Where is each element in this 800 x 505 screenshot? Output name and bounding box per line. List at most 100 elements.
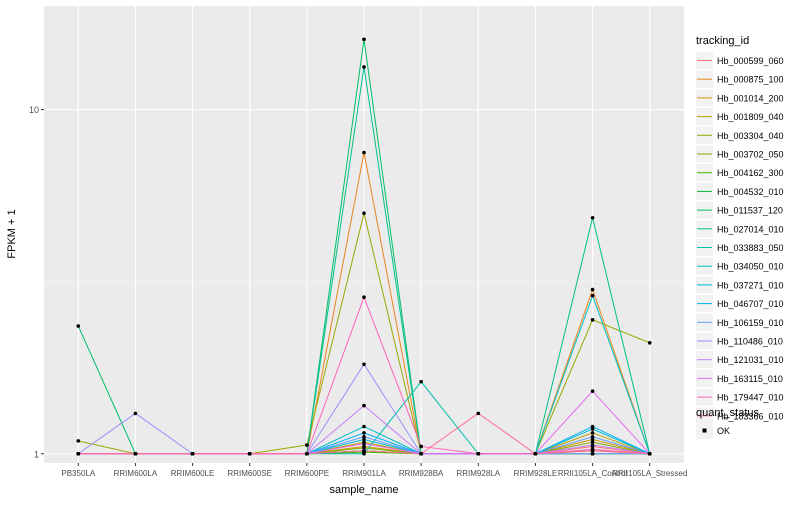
legend-label: Hb_004532_010: [717, 187, 784, 197]
data-point: [362, 437, 366, 442]
legend-item: Hb_106159_010: [696, 313, 784, 331]
data-point: [362, 150, 366, 155]
legend-label: Hb_121031_010: [717, 355, 784, 365]
legend-label: Hb_004162_300: [717, 168, 784, 178]
legend-label: Hb_011537_120: [717, 206, 783, 216]
data-point: [362, 435, 366, 439]
legend-items: Hb_000599_060 Hb_000875_100 Hb_001014_200 H…: [696, 52, 784, 425]
legend-label: Hb_046707_010: [717, 299, 784, 309]
data-point: [76, 439, 81, 443]
x-tick-label: RRIM928BA: [399, 469, 444, 478]
legend-label: Hb_000599_060: [717, 56, 784, 66]
data-point: [647, 451, 652, 456]
x-tick-label: RRIM600LE: [171, 469, 215, 478]
shape-legend-title: quant_status: [696, 407, 759, 419]
data-point: [590, 215, 595, 220]
legend-item: Hb_001014_200: [696, 89, 784, 107]
data-point: [133, 411, 138, 416]
x-tick-label: RRII105LA_Control: [558, 469, 628, 478]
data-point: [590, 440, 595, 445]
data-point: [476, 451, 481, 456]
data-point: [362, 451, 366, 456]
legend-item: Hb_003304_040: [696, 126, 784, 144]
shape-legend-item: OK: [696, 422, 730, 439]
shape-legend-label: OK: [717, 426, 730, 436]
shape-legend-swatch: [702, 428, 707, 433]
legend-item: Hb_163115_010: [696, 369, 783, 387]
data-point: [362, 362, 366, 367]
data-point: [362, 211, 366, 216]
legend-item: Hb_003702_050: [696, 145, 784, 163]
legend-label: Hb_183366_010: [717, 411, 784, 421]
legend-label: Hb_003702_050: [717, 150, 784, 160]
series-points: [76, 37, 652, 456]
data-point: [362, 446, 366, 450]
data-point: [190, 451, 195, 456]
data-point: [76, 451, 81, 456]
legend-label: Hb_034050_010: [717, 262, 784, 272]
legend-label: Hb_033883_050: [717, 243, 784, 253]
x-tick-label: RRII105LA_Stressed: [612, 469, 687, 478]
data-point: [305, 443, 309, 447]
y-tick-label: 10: [29, 105, 39, 115]
legend-item: Hb_004532_010: [696, 182, 784, 200]
legend-item: Hb_033883_050: [696, 239, 784, 256]
x-tick-label: RRIM901LA: [342, 469, 386, 478]
data-point: [590, 451, 595, 456]
data-point: [590, 443, 595, 447]
data-point: [590, 318, 595, 322]
data-point: [590, 389, 595, 393]
data-point: [362, 37, 366, 42]
data-point: [305, 451, 309, 456]
data-point: [362, 295, 366, 300]
legend-item: Hb_183366_010: [696, 407, 784, 425]
legend: tracking_id Hb_000599_060Hb_000875_100Hb…: [696, 35, 784, 439]
data-point: [362, 424, 366, 429]
legend-item: Hb_037271_010: [696, 276, 784, 294]
data-point: [362, 65, 366, 69]
data-point: [533, 451, 538, 456]
x-tick-label: RRIM928LA: [456, 469, 500, 478]
legend-label: Hb_000875_100: [717, 75, 784, 85]
data-point: [362, 448, 366, 453]
legend-item: Hb_000599_060: [696, 52, 784, 69]
x-tick-label: RRIM600LA: [114, 469, 158, 478]
legend-label: Hb_163115_010: [717, 374, 783, 384]
legend-label: Hb_001809_040: [717, 112, 784, 122]
y-tick-label: 1: [34, 449, 39, 459]
data-point: [362, 441, 366, 446]
legend-label: Hb_037271_010: [717, 280, 784, 290]
legend-label: Hb_001014_200: [717, 93, 784, 103]
data-point: [247, 451, 252, 456]
data-point: [76, 324, 81, 328]
legend-item: Hb_027014_010: [696, 220, 784, 238]
data-point: [362, 431, 366, 435]
data-point: [647, 341, 652, 345]
legend-label: Hb_003304_040: [717, 131, 784, 141]
legend-label: Hb_110486_010: [717, 337, 783, 347]
legend-item: Hb_004162_300: [696, 164, 784, 182]
x-tick-label: RRIM600SE: [227, 469, 271, 478]
data-point: [419, 444, 423, 449]
y-axis-title: FPKM + 1: [6, 209, 18, 258]
data-point: [590, 431, 595, 435]
legend-item: Hb_001809_040: [696, 108, 784, 126]
shape-legend-items: OK: [696, 422, 730, 439]
legend-label: Hb_027014_010: [717, 224, 784, 234]
data-point: [133, 451, 138, 456]
legend-title: tracking_id: [696, 35, 749, 47]
legend-label: Hb_179447_010: [717, 393, 784, 403]
legend-item: Hb_011537_120: [696, 201, 783, 219]
legend-item: Hb_121031_010: [696, 351, 784, 369]
data-point: [590, 437, 595, 442]
legend-item: Hb_034050_010: [696, 257, 784, 275]
x-tick-label: RRIM928LE: [514, 469, 558, 478]
data-point: [362, 403, 366, 408]
data-point: [419, 379, 423, 384]
x-axis: PB350LA RRIM600LA RRIM600LE RRIM600SE RRIM60…: [61, 463, 687, 478]
data-point: [590, 448, 595, 453]
data-point: [590, 435, 595, 439]
x-axis-title: sample_name: [329, 484, 398, 496]
